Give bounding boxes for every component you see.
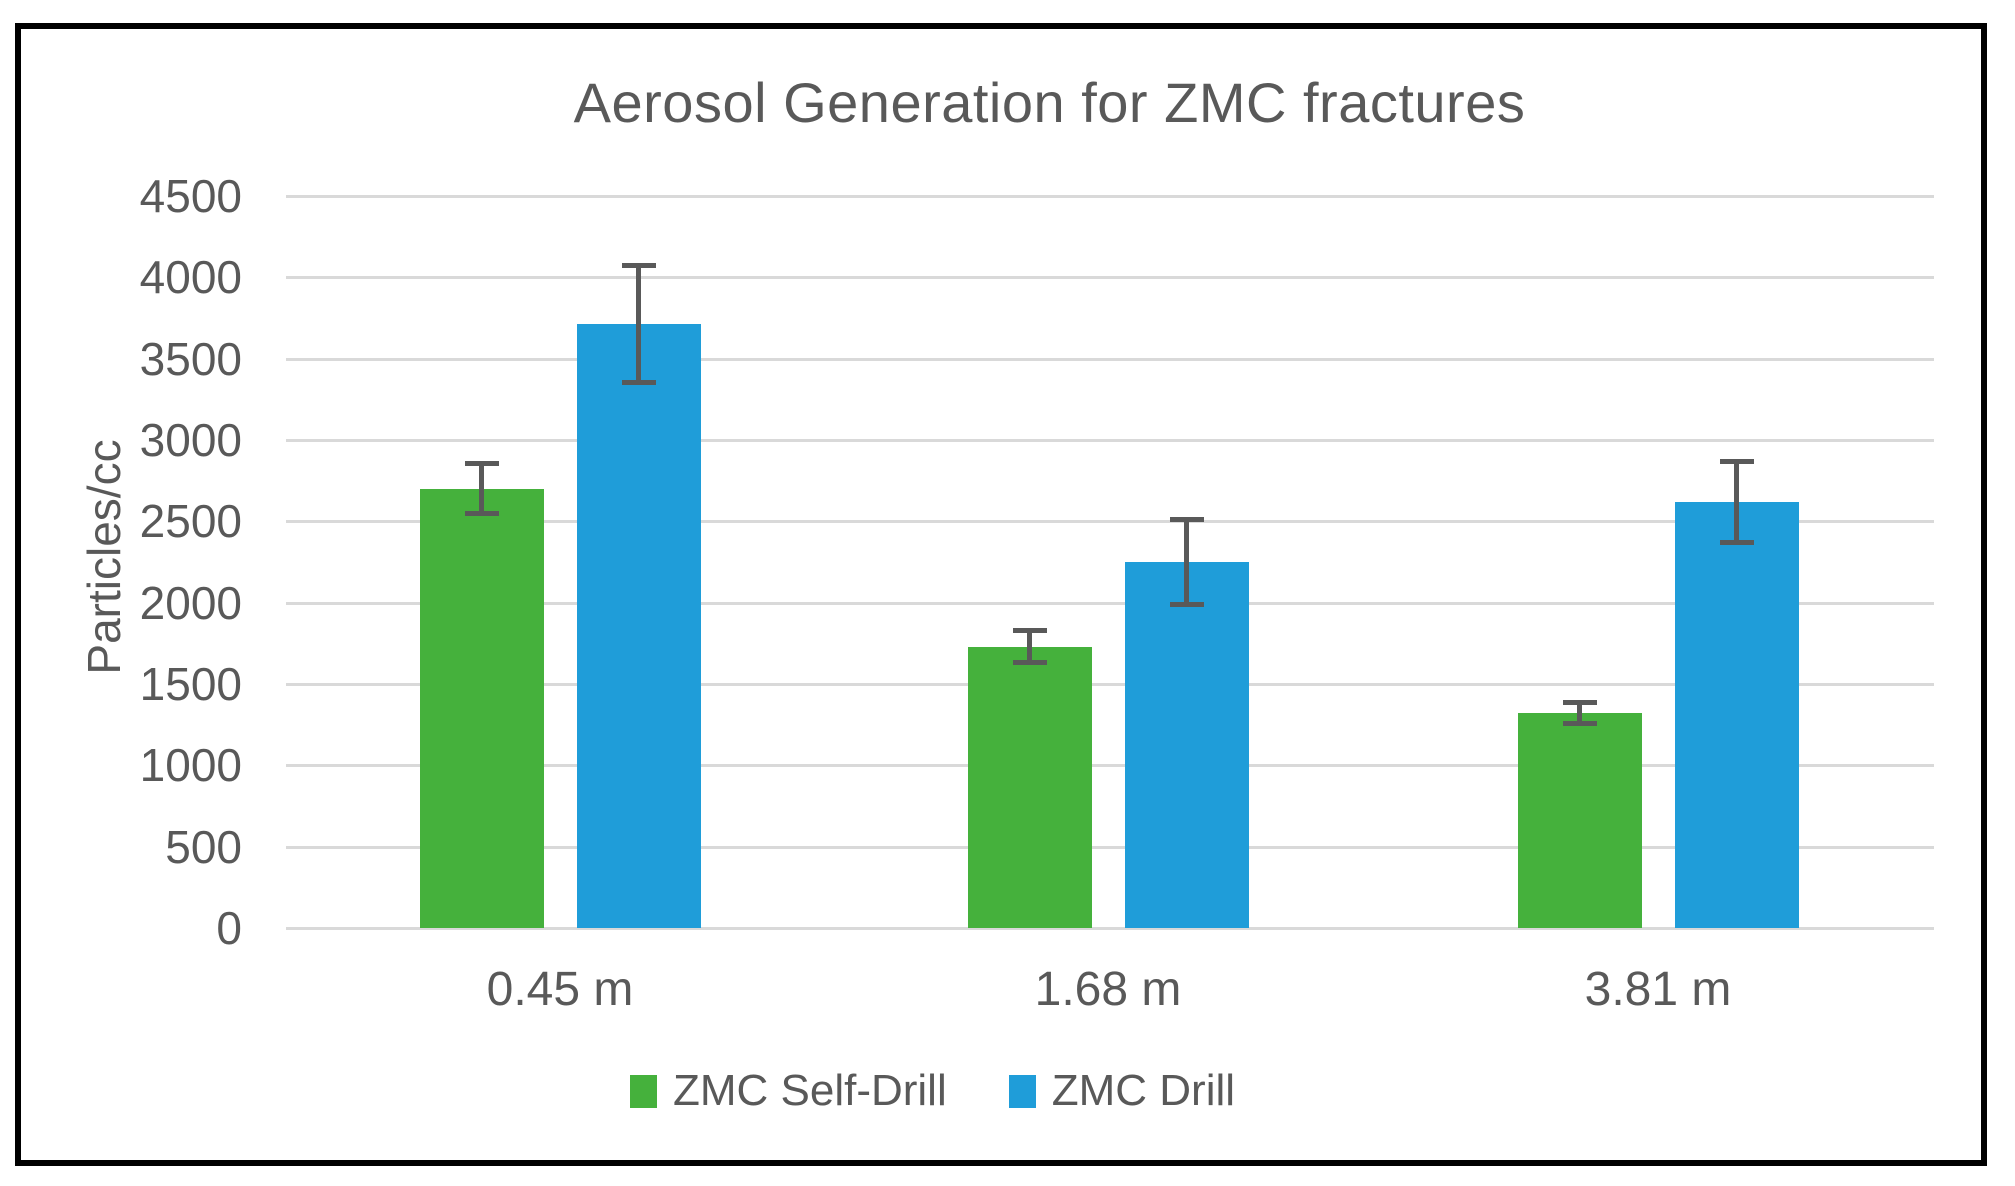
error-bar-cap (1562, 700, 1597, 706)
error-bar (621, 262, 656, 385)
y-tick-label: 1000 (139, 739, 242, 792)
legend: ZMC Self-Drill ZMC Drill (0, 1066, 1940, 1116)
error-bar-cap (1719, 539, 1754, 545)
error-bar-cap (1169, 601, 1204, 607)
bar-zmc-self-drill-0.45-m (419, 488, 544, 928)
y-tick-label: 1500 (139, 658, 242, 710)
error-bar-line (1734, 458, 1739, 545)
error-bar-cap (1012, 627, 1047, 633)
error-bar-line (479, 461, 484, 517)
bar-zmc-drill-3.81-m (1674, 501, 1799, 928)
bar-zmc-drill-1.68-m (1124, 562, 1249, 928)
gridline (286, 195, 1934, 198)
gridline (286, 845, 1934, 849)
error-bar-cap (1169, 517, 1204, 523)
error-bar-line (636, 262, 641, 385)
y-tick-label: 4000 (139, 251, 242, 304)
error-bar (1169, 517, 1204, 607)
gridline (286, 520, 1934, 524)
error-bar-cap (621, 262, 656, 268)
error-bar-cap (621, 379, 656, 385)
bar-zmc-self-drill-1.68-m (967, 646, 1092, 928)
y-tick-label: 2500 (139, 495, 242, 548)
y-axis-title: Particles/cc (78, 439, 130, 675)
y-tick-label: 3500 (139, 332, 242, 385)
error-bar-cap (1719, 458, 1754, 464)
error-bar-line (1027, 627, 1032, 666)
legend-swatch-icon (629, 1074, 657, 1108)
x-category-label: 3.81 m (1584, 963, 1732, 1016)
legend-label: ZMC Self-Drill (672, 1066, 947, 1115)
legend-item-zmc-drill: ZMC Drill (1008, 1066, 1236, 1116)
error-bar-line (1184, 517, 1189, 607)
y-tick-label: 3000 (139, 414, 242, 466)
y-tick-label: 2000 (139, 576, 242, 629)
chart-title: Aerosol Generation for ZMC fractures (573, 71, 1526, 134)
y-tick-label: 500 (165, 820, 242, 873)
error-bar-cap (464, 461, 499, 467)
error-bar-line (1577, 700, 1582, 727)
x-category-label: 0.45 m (486, 963, 634, 1016)
legend-label: ZMC Drill (1051, 1066, 1236, 1115)
error-bar (1719, 458, 1754, 545)
error-bar (1562, 700, 1597, 727)
y-tick-label: 4500 (139, 170, 242, 222)
legend-item-zmc-self-drill: ZMC Self-Drill (629, 1066, 947, 1116)
error-bar-cap (1562, 721, 1597, 727)
gridline (286, 357, 1934, 361)
gridline (286, 927, 1934, 930)
chart-frame (15, 23, 1987, 1166)
gridline (286, 601, 1934, 605)
gridline (286, 683, 1934, 686)
gridline (286, 764, 1934, 768)
error-bar-cap (1012, 660, 1047, 666)
error-bar (464, 461, 499, 517)
legend-swatch-icon (1008, 1074, 1036, 1108)
error-bar (1012, 627, 1047, 666)
error-bar-cap (464, 511, 499, 517)
gridline (286, 439, 1934, 442)
y-tick-label: 0 (216, 902, 242, 954)
x-category-label: 1.68 m (1034, 963, 1182, 1016)
bar-zmc-self-drill-3.81-m (1517, 713, 1642, 928)
bar-zmc-drill-0.45-m (576, 323, 701, 928)
gridline (286, 276, 1934, 280)
